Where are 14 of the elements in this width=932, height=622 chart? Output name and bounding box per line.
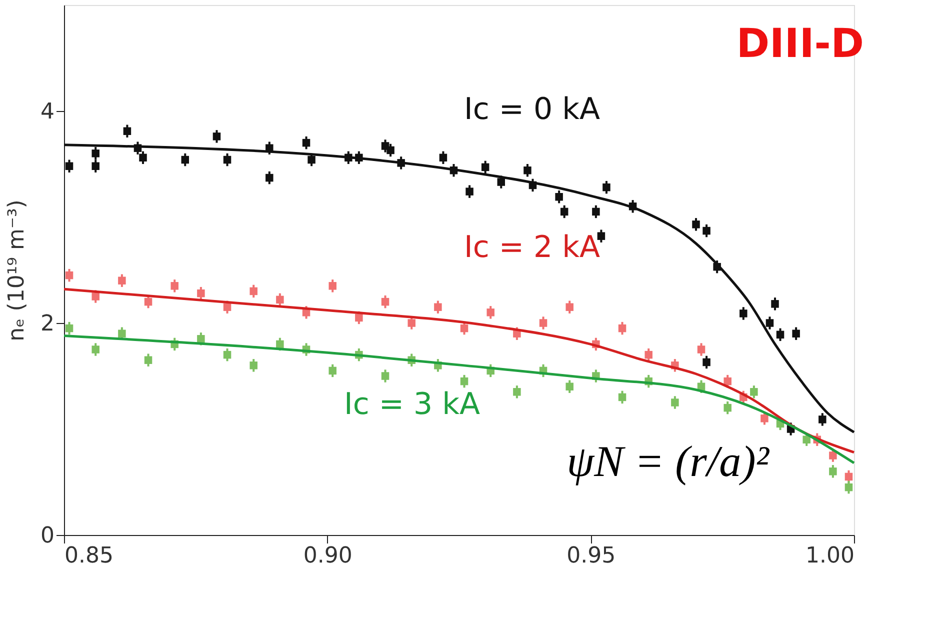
annotation: Ic = 3 kA [344,387,481,422]
line-series [62,144,856,434]
x-tick-label: 0.95 [566,544,616,568]
y-axis-title: nₑ (10¹⁹ m⁻³) [4,200,30,342]
x-tick-label: 0.90 [303,544,352,568]
annotation: Ic = 2 kA [464,230,601,265]
x-tick-label: 1.00 [806,544,854,568]
x-tick-label: 0.85 [64,544,114,568]
y-tick-label: 2 [40,312,54,336]
annotation: Ic = 0 kA [464,92,601,127]
annotation: DIII-D [736,21,864,67]
annotation: ψN = (r/a)² [566,437,770,486]
y-tick-label: 4 [40,100,54,124]
y-tick-label: 0 [40,524,54,548]
